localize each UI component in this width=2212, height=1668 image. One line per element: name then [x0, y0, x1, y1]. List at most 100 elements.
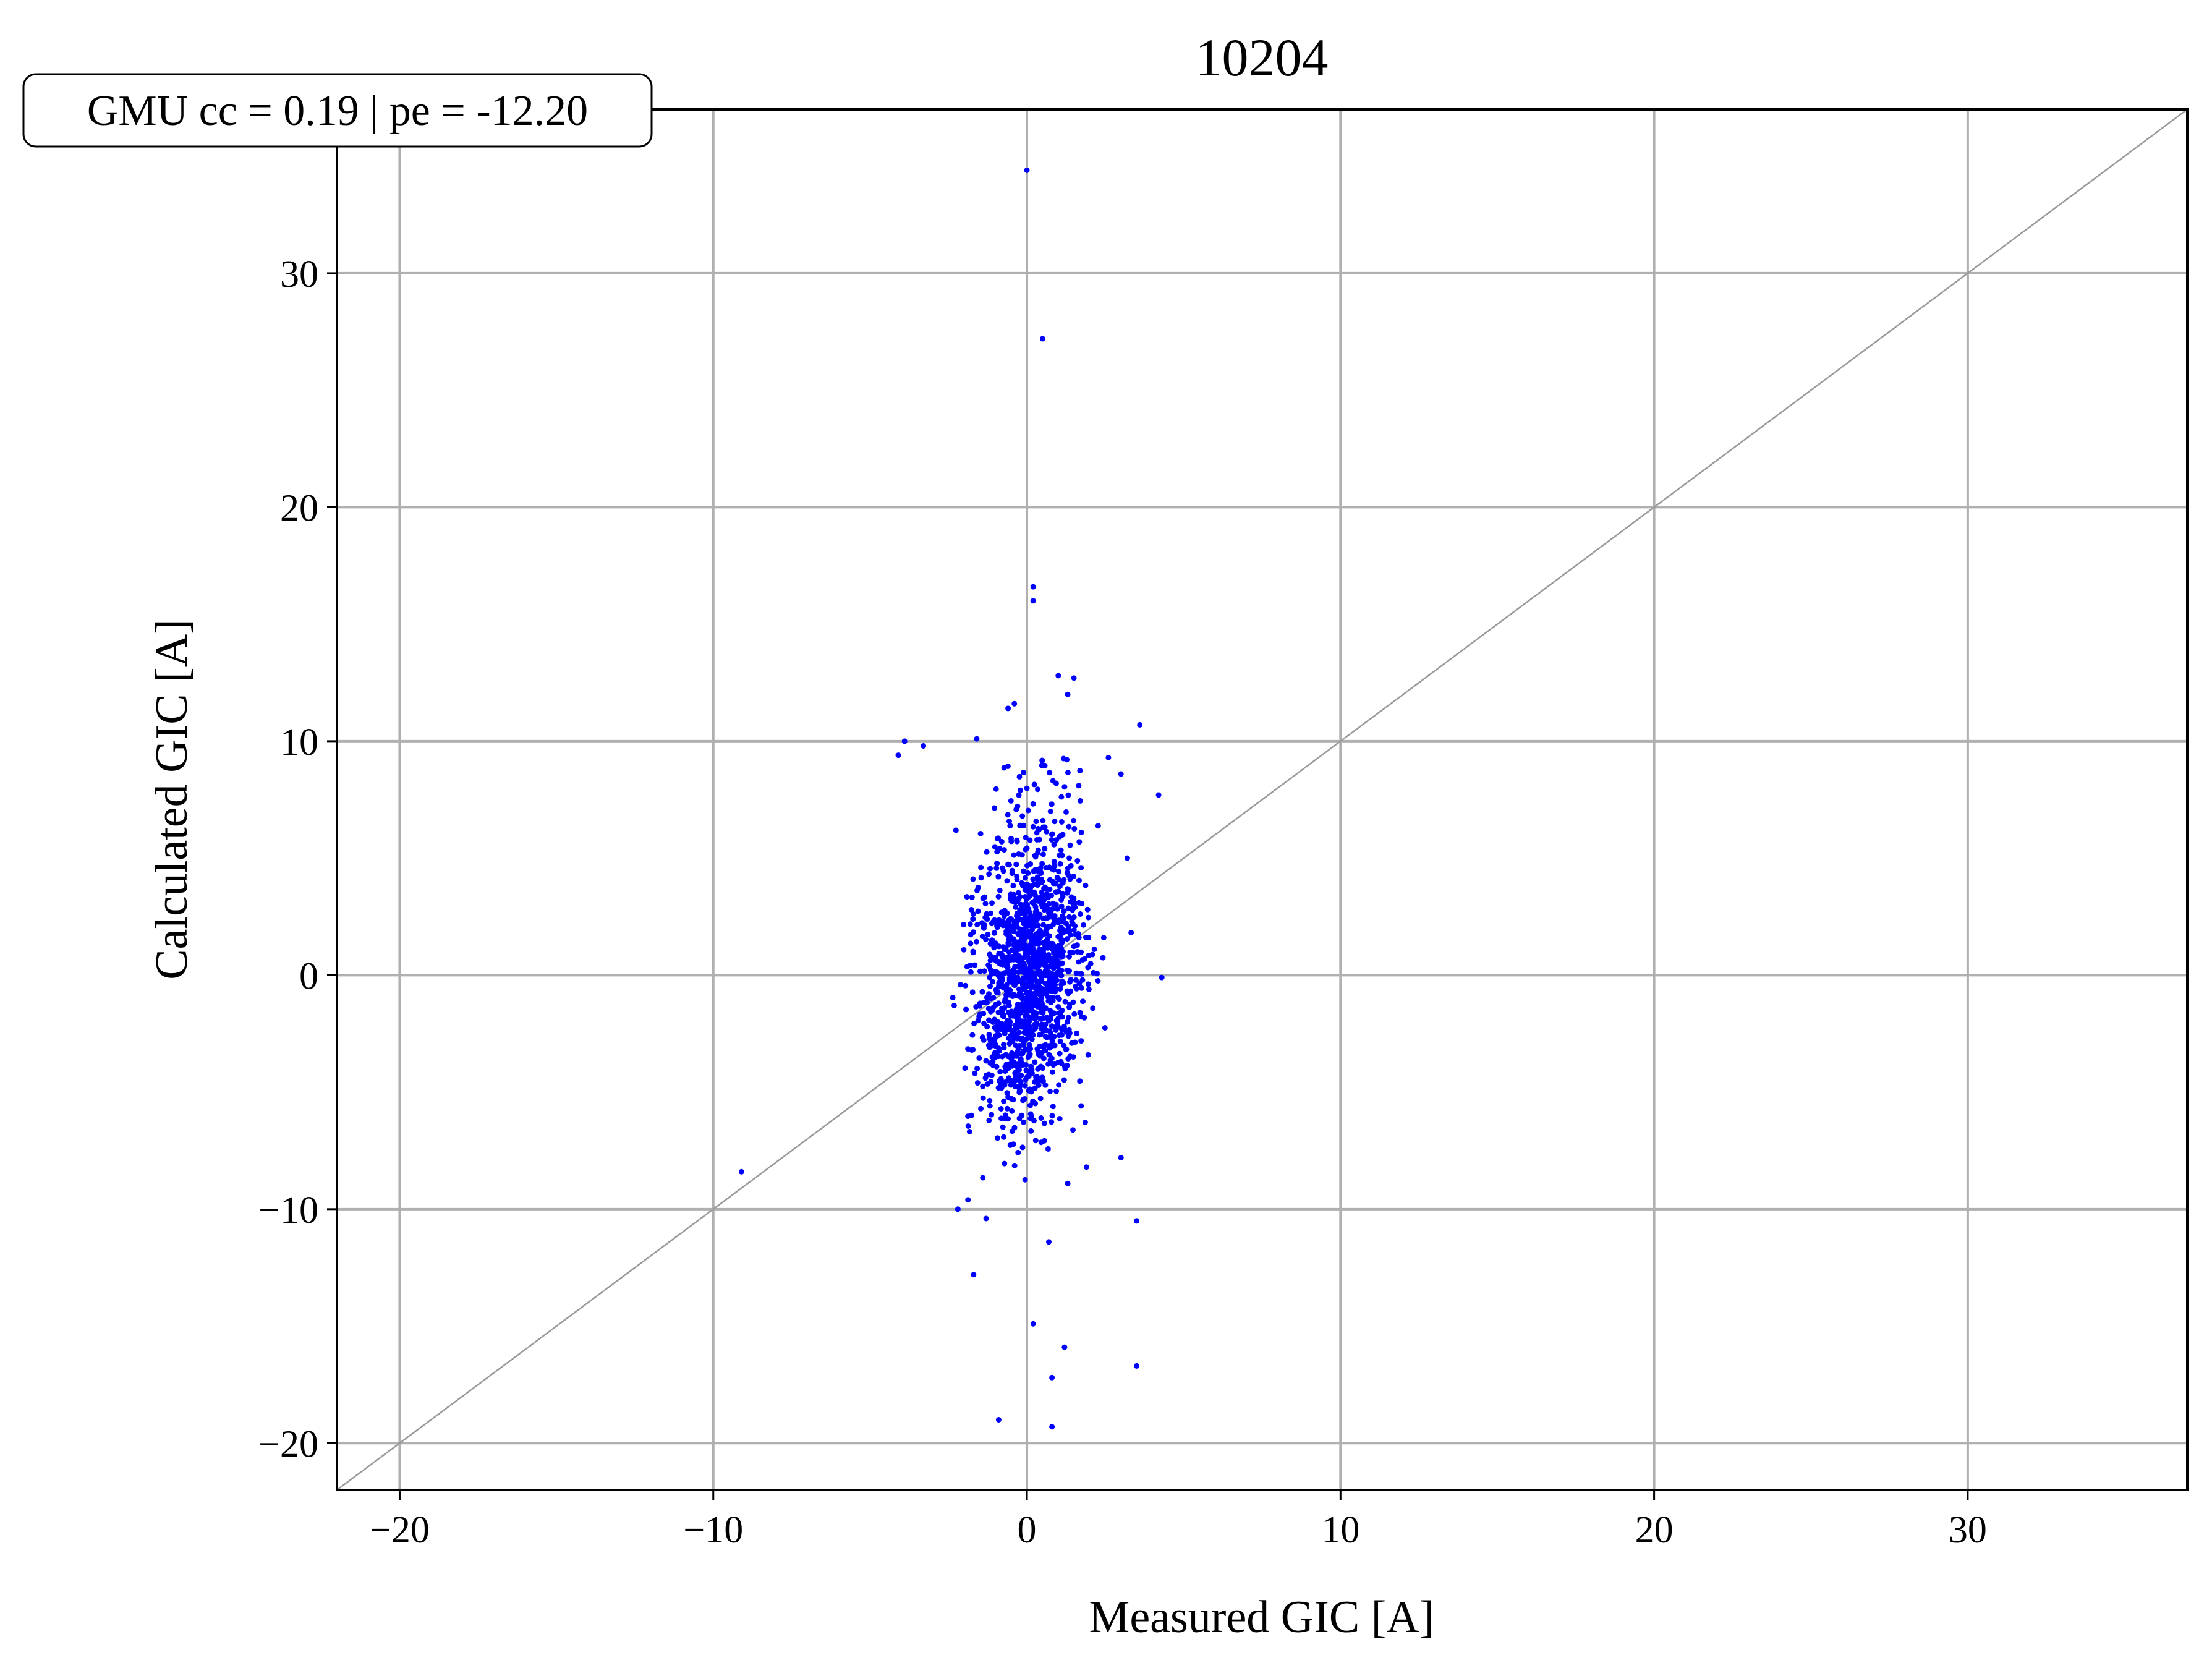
data-point	[1105, 754, 1112, 760]
data-point	[1044, 930, 1050, 937]
data-point	[993, 940, 999, 947]
data-point	[1005, 1094, 1011, 1100]
data-point	[1041, 946, 1047, 952]
data-point	[968, 940, 974, 947]
data-point	[968, 932, 974, 938]
data-point	[1065, 1015, 1071, 1021]
data-point	[1067, 979, 1073, 985]
data-point	[1071, 675, 1077, 681]
data-point	[965, 1197, 971, 1203]
data-point	[1019, 813, 1026, 819]
data-point	[1071, 943, 1077, 950]
data-point	[987, 1103, 993, 1109]
data-point	[1073, 983, 1079, 989]
data-point	[1058, 968, 1065, 974]
data-point	[1019, 1144, 1026, 1151]
data-point	[1058, 819, 1065, 825]
data-point	[1083, 882, 1089, 888]
data-point	[1045, 998, 1052, 1004]
data-point	[1053, 1024, 1059, 1030]
data-point	[1155, 792, 1162, 798]
data-point	[981, 968, 987, 974]
data-point	[1064, 870, 1070, 876]
data-point	[1058, 847, 1064, 853]
data-point	[1064, 936, 1070, 942]
data-point	[1019, 880, 1025, 886]
x-tick-label: −10	[683, 1509, 743, 1551]
data-point	[1042, 762, 1048, 768]
data-point	[962, 1065, 968, 1071]
data-point	[1046, 1239, 1052, 1245]
data-point	[1051, 986, 1057, 992]
data-point	[1071, 903, 1076, 909]
data-point	[1000, 868, 1006, 874]
data-point	[1009, 870, 1015, 877]
annotation-text: GMU cc = 0.19 | pe = -12.20	[87, 87, 588, 135]
data-point	[1011, 1162, 1018, 1168]
data-point	[1013, 861, 1019, 867]
data-point	[1047, 808, 1053, 814]
data-point	[981, 1010, 987, 1016]
data-point	[991, 930, 997, 936]
data-point	[1032, 1085, 1038, 1091]
data-point	[1071, 817, 1076, 823]
data-point	[1047, 1057, 1053, 1063]
data-point	[1027, 837, 1033, 843]
data-point	[996, 917, 1002, 923]
data-point	[1078, 985, 1084, 991]
data-point	[1023, 995, 1029, 1001]
data-point	[993, 865, 1000, 871]
data-point	[1081, 956, 1087, 962]
data-point	[1011, 992, 1017, 998]
data-point	[982, 1075, 989, 1081]
data-point	[1023, 835, 1029, 841]
data-point	[1082, 1120, 1088, 1125]
data-point	[1018, 1050, 1024, 1057]
data-point	[1030, 584, 1036, 590]
data-point	[1061, 1042, 1067, 1049]
plot-frame	[336, 108, 2189, 1491]
data-point	[1071, 927, 1077, 933]
data-point	[1065, 924, 1071, 930]
data-point	[978, 875, 984, 881]
data-point	[1061, 908, 1067, 914]
data-point	[972, 1070, 978, 1076]
data-point	[1032, 992, 1038, 998]
data-point	[1027, 1086, 1033, 1092]
data-point	[1034, 830, 1040, 836]
data-point	[982, 894, 988, 900]
data-point	[1004, 1105, 1010, 1112]
data-point	[1003, 988, 1010, 994]
data-point	[1076, 981, 1083, 987]
data-point	[984, 849, 990, 855]
data-point	[1046, 901, 1052, 907]
data-point	[1026, 1042, 1032, 1048]
data-point	[1010, 972, 1016, 979]
data-point	[1039, 757, 1045, 764]
data-point	[1018, 1073, 1024, 1079]
data-point	[1024, 167, 1030, 173]
data-point	[1006, 819, 1012, 824]
data-point	[970, 916, 976, 922]
data-point	[1005, 812, 1011, 818]
data-point	[974, 888, 980, 893]
data-point	[1046, 1052, 1052, 1058]
data-point	[1049, 1010, 1054, 1016]
data-point	[1016, 986, 1022, 992]
data-point	[1032, 854, 1039, 860]
data-point	[1074, 1030, 1080, 1036]
data-point	[1058, 982, 1065, 987]
data-point	[990, 995, 997, 1001]
data-point	[1053, 780, 1059, 786]
data-point	[1021, 822, 1027, 828]
stats-annotation: GMU cc = 0.19 | pe = -12.20	[22, 73, 653, 148]
data-point	[1034, 874, 1040, 880]
data-point	[1048, 1034, 1054, 1040]
data-point	[1063, 1047, 1069, 1053]
data-point	[1010, 956, 1016, 963]
data-point	[895, 752, 901, 759]
data-point	[1002, 1064, 1008, 1070]
data-point	[992, 1043, 998, 1049]
data-point	[987, 866, 993, 872]
data-point	[977, 1000, 983, 1006]
